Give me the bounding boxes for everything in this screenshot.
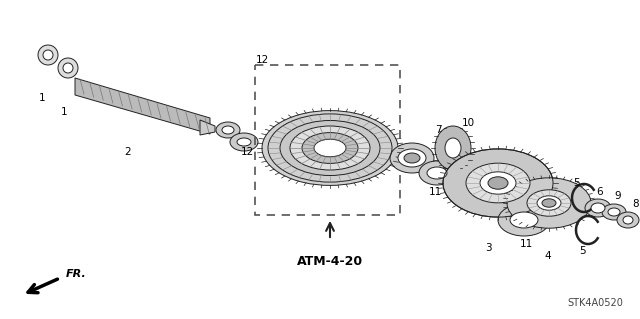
Text: 12: 12	[255, 55, 269, 65]
Text: 5: 5	[579, 246, 586, 256]
Ellipse shape	[314, 139, 346, 157]
Ellipse shape	[585, 199, 611, 217]
Ellipse shape	[38, 45, 58, 65]
Text: 3: 3	[484, 243, 492, 253]
Text: 11: 11	[520, 239, 532, 249]
Ellipse shape	[488, 177, 508, 189]
Ellipse shape	[43, 50, 53, 60]
Ellipse shape	[302, 133, 358, 163]
Ellipse shape	[443, 149, 553, 217]
Ellipse shape	[591, 203, 605, 213]
Ellipse shape	[58, 58, 78, 78]
Ellipse shape	[290, 126, 370, 170]
Ellipse shape	[230, 133, 258, 151]
Ellipse shape	[237, 138, 251, 146]
Text: 2: 2	[125, 147, 131, 157]
Text: 10: 10	[461, 118, 475, 128]
Ellipse shape	[404, 153, 420, 163]
Ellipse shape	[602, 204, 626, 220]
Ellipse shape	[617, 212, 639, 228]
Text: ATM-4-20: ATM-4-20	[297, 255, 363, 268]
Text: 6: 6	[596, 187, 604, 197]
Ellipse shape	[542, 199, 556, 207]
Ellipse shape	[498, 204, 550, 236]
Text: 1: 1	[38, 93, 45, 103]
Text: STK4A0520: STK4A0520	[567, 298, 623, 308]
Ellipse shape	[262, 111, 398, 185]
Ellipse shape	[466, 163, 530, 203]
Ellipse shape	[507, 178, 591, 228]
Ellipse shape	[398, 149, 426, 167]
Ellipse shape	[427, 167, 447, 179]
Text: 9: 9	[614, 191, 621, 201]
Text: 11: 11	[428, 187, 442, 197]
Ellipse shape	[280, 121, 380, 175]
Ellipse shape	[390, 143, 434, 173]
Ellipse shape	[419, 161, 455, 185]
Polygon shape	[200, 120, 215, 135]
Text: 7: 7	[435, 125, 442, 135]
Ellipse shape	[216, 122, 240, 138]
Text: 8: 8	[633, 199, 639, 209]
Ellipse shape	[608, 208, 620, 216]
Text: 4: 4	[545, 251, 551, 261]
Ellipse shape	[63, 63, 73, 73]
Text: FR.: FR.	[66, 269, 87, 279]
Text: 5: 5	[573, 178, 579, 188]
Ellipse shape	[435, 126, 471, 170]
Ellipse shape	[510, 212, 538, 228]
Ellipse shape	[623, 216, 633, 224]
Polygon shape	[75, 78, 210, 134]
Ellipse shape	[445, 138, 461, 158]
Ellipse shape	[222, 126, 234, 134]
Text: 12: 12	[241, 147, 253, 157]
Ellipse shape	[537, 196, 561, 210]
Ellipse shape	[527, 190, 571, 216]
Ellipse shape	[480, 172, 516, 194]
Text: 1: 1	[61, 107, 67, 117]
